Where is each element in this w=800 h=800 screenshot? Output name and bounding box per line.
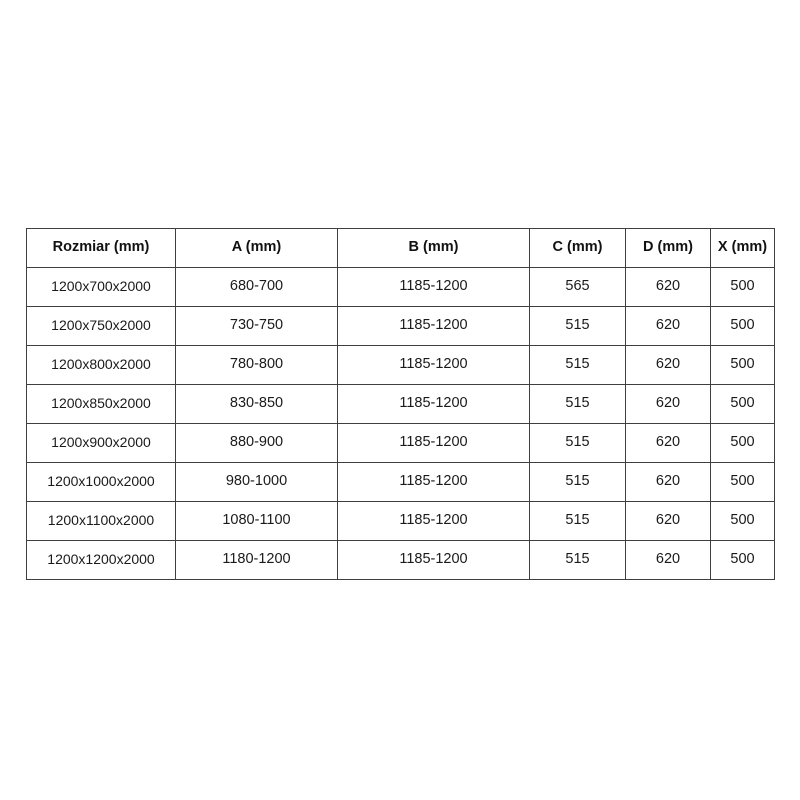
cell-c: 515 [529,540,626,580]
table-row: 1200x700x2000 680-700 1185-1200 565 620 500 [26,267,775,307]
cell-d: 620 [625,267,711,307]
cell-rozmiar: 1200x1000x2000 [26,462,176,502]
cell-b: 1185-1200 [337,384,530,424]
cell-rozmiar: 1200x700x2000 [26,267,176,307]
cell-d: 620 [625,384,711,424]
table-row: 1200x1200x2000 1180-1200 1185-1200 515 620 50… [26,540,775,580]
cell-x: 500 [710,540,775,580]
cell-c: 565 [529,267,626,307]
column-header-a: A (mm) [175,228,338,268]
cell-rozmiar: 1200x850x2000 [26,384,176,424]
table-row: 1200x850x2000 830-850 1185-1200 515 620 500 [26,384,775,424]
table-row: 1200x750x2000 730-750 1185-1200 515 620 500 [26,306,775,346]
cell-a: 730-750 [175,306,338,346]
cell-c: 515 [529,345,626,385]
dimensions-table-container: Rozmiar (mm) A (mm) B (mm) C (mm) D (mm) X (m… [26,228,775,580]
cell-rozmiar: 1200x750x2000 [26,306,176,346]
column-header-c: C (mm) [529,228,626,268]
cell-b: 1185-1200 [337,462,530,502]
cell-x: 500 [710,423,775,463]
table-row: 1200x800x2000 780-800 1185-1200 515 620 500 [26,345,775,385]
cell-c: 515 [529,501,626,541]
cell-x: 500 [710,501,775,541]
cell-c: 515 [529,423,626,463]
column-header-b: B (mm) [337,228,530,268]
cell-d: 620 [625,306,711,346]
cell-b: 1185-1200 [337,267,530,307]
cell-d: 620 [625,501,711,541]
cell-b: 1185-1200 [337,501,530,541]
cell-c: 515 [529,462,626,502]
cell-c: 515 [529,306,626,346]
cell-a: 830-850 [175,384,338,424]
cell-a: 1180-1200 [175,540,338,580]
table-row: 1200x900x2000 880-900 1185-1200 515 620 500 [26,423,775,463]
cell-rozmiar: 1200x1100x2000 [26,501,176,541]
cell-a: 1080-1100 [175,501,338,541]
cell-a: 680-700 [175,267,338,307]
table-header-row: Rozmiar (mm) A (mm) B (mm) C (mm) D (mm) X (m… [26,228,775,268]
cell-d: 620 [625,462,711,502]
cell-x: 500 [710,462,775,502]
cell-b: 1185-1200 [337,540,530,580]
dimensions-table: Rozmiar (mm) A (mm) B (mm) C (mm) D (mm) X (m… [26,228,775,580]
cell-d: 620 [625,345,711,385]
cell-a: 880-900 [175,423,338,463]
cell-x: 500 [710,384,775,424]
cell-c: 515 [529,384,626,424]
cell-x: 500 [710,345,775,385]
table-header: Rozmiar (mm) A (mm) B (mm) C (mm) D (mm) X (m… [26,228,775,268]
table-row: 1200x1000x2000 980-1000 1185-1200 515 620 500 [26,462,775,502]
cell-b: 1185-1200 [337,306,530,346]
cell-b: 1185-1200 [337,423,530,463]
column-header-x: X (mm) [710,228,775,268]
table-row: 1200x1100x2000 1080-1100 1185-1200 515 620 50… [26,501,775,541]
column-header-rozmiar: Rozmiar (mm) [26,228,176,268]
cell-rozmiar: 1200x800x2000 [26,345,176,385]
column-header-d: D (mm) [625,228,711,268]
cell-rozmiar: 1200x900x2000 [26,423,176,463]
cell-d: 620 [625,540,711,580]
cell-a: 780-800 [175,345,338,385]
cell-a: 980-1000 [175,462,338,502]
table-body: 1200x700x2000 680-700 1185-1200 565 620 500 12… [26,267,775,580]
cell-x: 500 [710,306,775,346]
cell-d: 620 [625,423,711,463]
cell-b: 1185-1200 [337,345,530,385]
cell-rozmiar: 1200x1200x2000 [26,540,176,580]
cell-x: 500 [710,267,775,307]
